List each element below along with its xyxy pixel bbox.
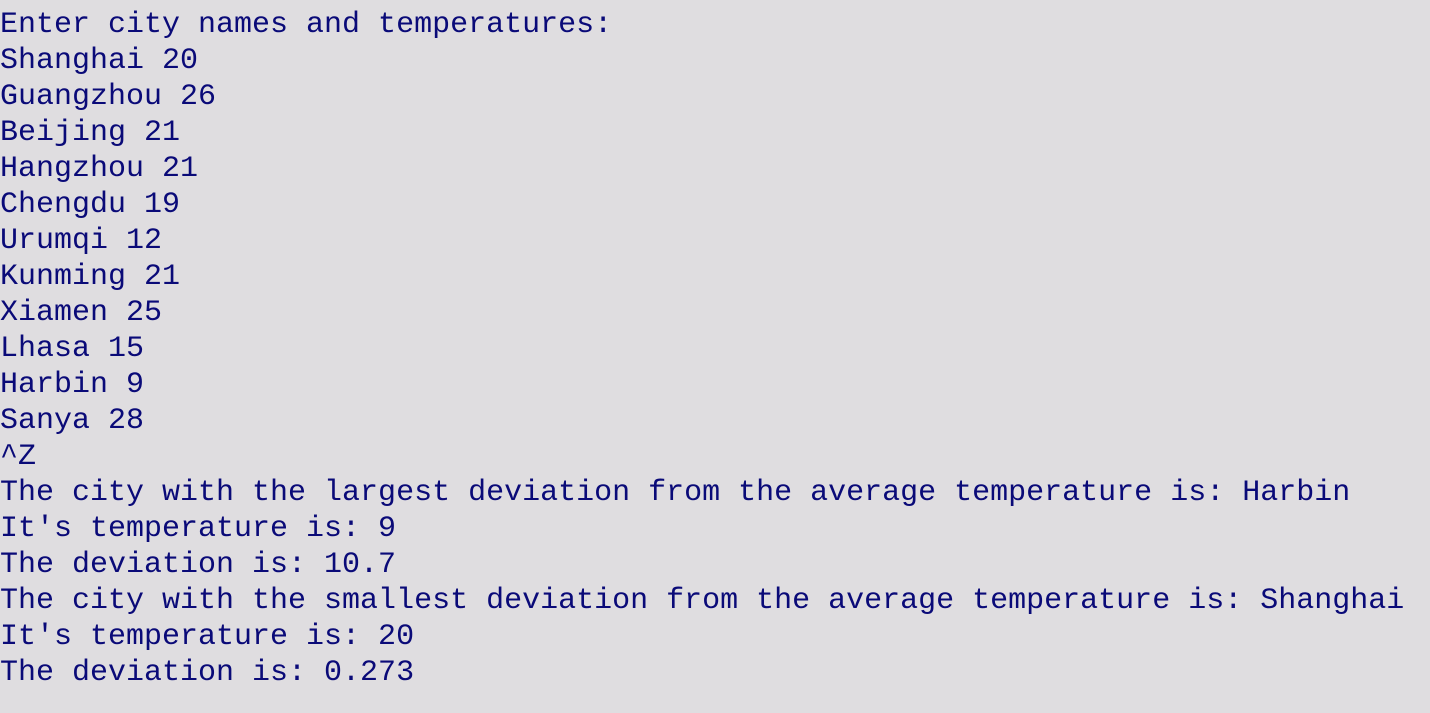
console-line: Xiamen 25 bbox=[0, 296, 163, 330]
console-line: Hangzhou 21 bbox=[0, 152, 199, 186]
console-line: Shanghai 20 bbox=[0, 44, 199, 78]
console-output: Enter city names and temperatures: Shangh… bbox=[0, 7, 1430, 707]
console-line: Urumqi 12 bbox=[0, 224, 163, 258]
console-line: The deviation is: 0.273 bbox=[0, 656, 415, 690]
console-line: The city with the largest deviation from… bbox=[0, 476, 1351, 510]
console-line: Guangzhou 26 bbox=[0, 80, 217, 114]
console-line: The city with the smallest deviation fro… bbox=[0, 584, 1405, 618]
console-line: Sanya 28 bbox=[0, 404, 145, 438]
console-line: It's temperature is: 20 bbox=[0, 620, 415, 654]
console-line: Lhasa 15 bbox=[0, 332, 145, 366]
console-line: Kunming 21 bbox=[0, 260, 181, 294]
console-line: ^Z bbox=[0, 440, 37, 474]
console-line: It's temperature is: 9 bbox=[0, 512, 397, 546]
console-line: Harbin 9 bbox=[0, 368, 145, 402]
console-line: The deviation is: 10.7 bbox=[0, 548, 397, 582]
console-line: Beijing 21 bbox=[0, 116, 181, 150]
console-line: Chengdu 19 bbox=[0, 188, 181, 222]
console-line: Enter city names and temperatures: bbox=[0, 8, 613, 42]
